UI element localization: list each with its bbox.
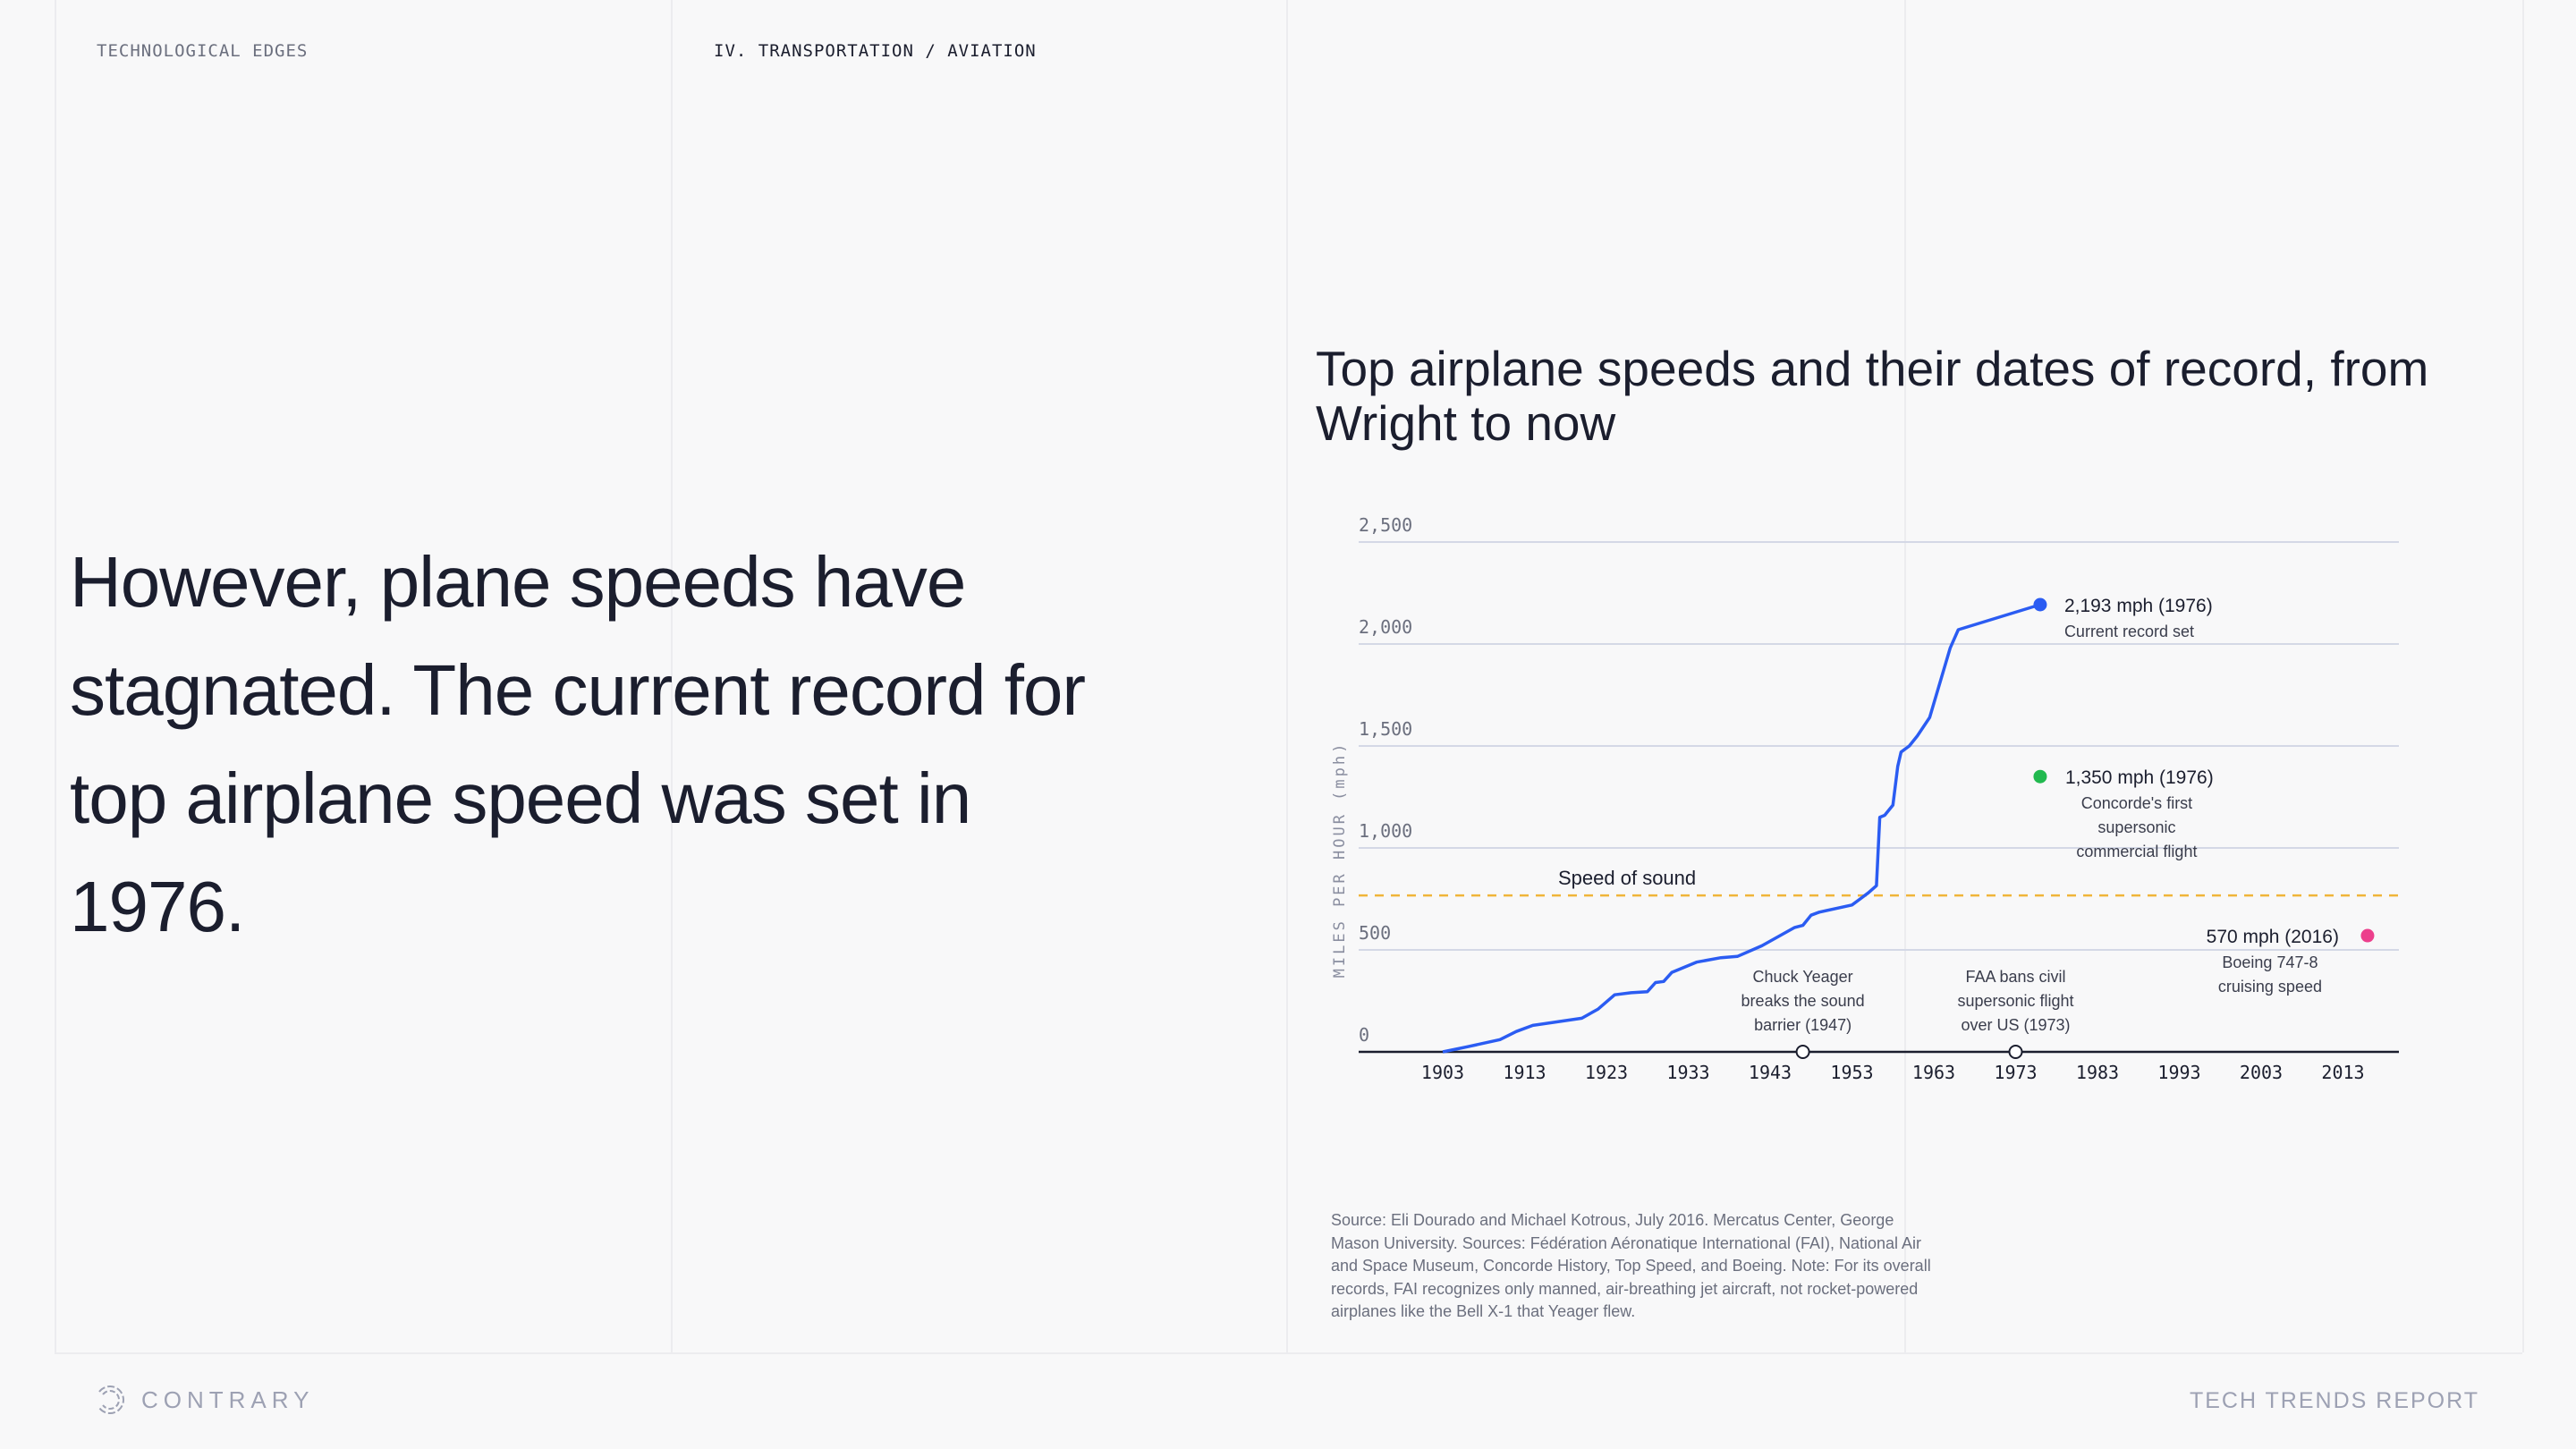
section-label: TECHNOLOGICAL EDGES <box>97 41 309 61</box>
event-note: barrier (1947) <box>1754 1016 1852 1034</box>
x-tick-label: 1923 <box>1585 1062 1628 1083</box>
x-tick-label: 1943 <box>1749 1062 1792 1083</box>
data-point <box>2033 769 2047 784</box>
y-tick-label: 1,000 <box>1359 820 1412 842</box>
y-tick-label: 2,500 <box>1359 514 1412 536</box>
x-tick-label: 1973 <box>1994 1062 2037 1083</box>
event-note: FAA bans civil <box>1965 968 2065 986</box>
x-tick-label: 1903 <box>1421 1062 1464 1083</box>
x-tick-label: 1983 <box>2076 1062 2119 1083</box>
x-tick-label: 1963 <box>1912 1062 1955 1083</box>
speed-of-sound-label: Speed of sound <box>1558 867 1696 889</box>
x-tick-label: 1913 <box>1503 1062 1546 1083</box>
x-tick-label: 1953 <box>1830 1062 1873 1083</box>
event-marker <box>2008 1045 2023 1059</box>
contrary-logo: CONTRARY <box>95 1385 314 1415</box>
chart-title: Top airplane speeds and their dates of r… <box>1316 341 2429 451</box>
point-note: commercial flight <box>2076 843 2197 860</box>
column-divider <box>2522 0 2524 1352</box>
y-axis-label: MILES PER HOUR (mph) <box>1331 741 1349 979</box>
point-note: Current record set <box>2064 623 2194 640</box>
event-marker <box>1795 1045 1810 1059</box>
point-label: 2,193 mph (1976) <box>2064 596 2213 616</box>
y-tick-label: 0 <box>1359 1024 1369 1046</box>
event-note: Chuck Yeager <box>1753 968 1853 986</box>
column-divider <box>1286 0 1288 1352</box>
column-divider <box>55 0 56 1352</box>
event-note: over US (1973) <box>1961 1016 2070 1034</box>
column-divider <box>1904 0 1906 1352</box>
column-divider <box>671 0 673 1352</box>
footer-divider <box>55 1352 2522 1354</box>
x-tick-label: 1993 <box>2157 1062 2200 1083</box>
x-tick-label: 2003 <box>2240 1062 2283 1083</box>
x-tick-label: 1933 <box>1666 1062 1709 1083</box>
source-note: Source: Eli Dourado and Michael Kotrous,… <box>1331 1211 1931 1320</box>
record-speed-line <box>1442 603 2041 1054</box>
point-note: Concorde's first <box>2081 794 2192 812</box>
contrary-logo-icon <box>98 1385 124 1414</box>
y-tick-label: 1,500 <box>1359 718 1412 740</box>
point-label: 570 mph (2016) <box>2207 927 2339 947</box>
report-name: TECH TRENDS REPORT <box>2189 1388 2479 1413</box>
y-tick-label: 2,000 <box>1359 616 1412 638</box>
brand-name: CONTRARY <box>141 1385 315 1413</box>
event-note: supersonic flight <box>1957 992 2073 1010</box>
point-note: cruising speed <box>2218 978 2322 996</box>
y-tick-label: 500 <box>1359 922 1391 944</box>
breadcrumb: IV. TRANSPORTATION / AVIATION <box>714 41 1037 61</box>
point-note: supersonic <box>2097 818 2175 836</box>
x-tick-label: 2013 <box>2321 1062 2364 1083</box>
event-note: breaks the sound <box>1741 992 1865 1010</box>
data-point <box>2360 928 2375 943</box>
data-point <box>2033 597 2047 612</box>
headline: However, plane speeds have stagnated. Th… <box>70 542 1086 946</box>
point-label: 1,350 mph (1976) <box>2065 767 2214 788</box>
point-note: Boeing 747-8 <box>2222 953 2318 971</box>
